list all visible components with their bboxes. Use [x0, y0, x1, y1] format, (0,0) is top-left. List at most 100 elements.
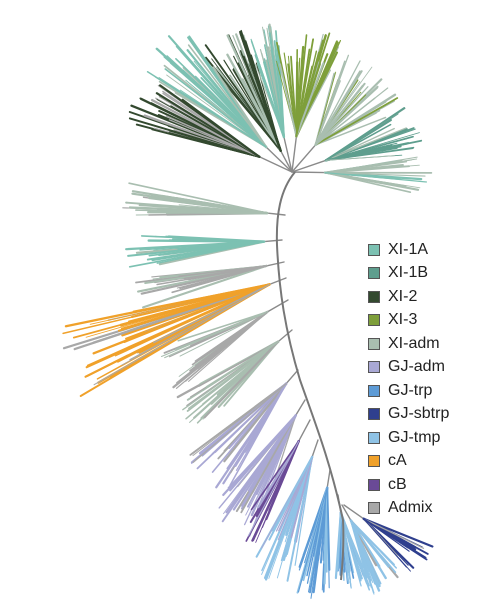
- tree-branch: [151, 98, 261, 158]
- tree-branch: [247, 440, 300, 537]
- tree-branch: [324, 107, 406, 162]
- tree-branch: [279, 63, 298, 138]
- legend-swatch: [368, 243, 380, 256]
- legend-swatch: [368, 431, 380, 444]
- tree-branches: [62, 23, 434, 599]
- legend-label: GJ-trp: [388, 381, 433, 399]
- tree-branch: [242, 55, 282, 152]
- tree-branch: [280, 150, 293, 173]
- legend: XI-1A XI-1B XI-2 XI-3 XI-adm GJ-adm GJ-trp GJ-s…: [368, 238, 480, 520]
- legend-item-gj-trp: GJ-trp: [368, 379, 480, 403]
- tree-branch: [315, 80, 361, 146]
- tree-branch: [95, 283, 271, 364]
- tree-branch: [323, 171, 420, 191]
- tree-branch: [214, 382, 288, 454]
- legend-swatch: [368, 408, 380, 421]
- tree-branch: [229, 382, 287, 487]
- tree-branch: [263, 239, 283, 243]
- tree-branch: [311, 439, 319, 458]
- legend-label: XI-2: [388, 287, 418, 305]
- tree-branch: [241, 78, 282, 152]
- tree-branch: [325, 155, 395, 161]
- tree-branch: [291, 159, 327, 173]
- tree-branch: [234, 382, 288, 467]
- legend-item-gj-sbtrp: GJ-sbtrp: [368, 403, 480, 427]
- legend-swatch: [368, 455, 380, 468]
- tree-branch: [229, 74, 282, 152]
- tree-branch: [324, 172, 426, 177]
- legend-swatch: [368, 361, 380, 374]
- tree-branch: [350, 519, 377, 583]
- tree-branch: [156, 240, 265, 264]
- tree-branch: [350, 519, 381, 568]
- tree-branch: [232, 414, 297, 511]
- tree-branch: [268, 277, 287, 286]
- tree-branch: [205, 340, 280, 388]
- tree-branch: [159, 84, 261, 158]
- tree-branch: [336, 511, 342, 571]
- tree-branch: [314, 116, 387, 146]
- tree-branch: [135, 209, 268, 214]
- tree-branch: [285, 369, 299, 385]
- legend-swatch: [368, 337, 380, 350]
- tree-branch: [363, 518, 408, 568]
- tree-branch: [315, 74, 341, 146]
- legend-swatch: [368, 384, 380, 397]
- tree-branch: [326, 487, 330, 589]
- tree-branch: [212, 66, 268, 149]
- legend-swatch: [368, 290, 380, 303]
- legend-label: XI-adm: [388, 334, 440, 352]
- legend-swatch: [368, 502, 380, 515]
- tree-branch: [117, 283, 271, 332]
- tree-branch: [326, 469, 331, 489]
- legend-label: GJ-tmp: [388, 428, 441, 446]
- tree-branch: [295, 399, 306, 417]
- tree-branch: [158, 77, 267, 148]
- tree-branch: [294, 456, 313, 566]
- tree-branch: [266, 212, 286, 216]
- tree-branch: [314, 70, 363, 146]
- tree-branch: [277, 456, 313, 541]
- tree-branch: [240, 414, 297, 514]
- tree-branch: [223, 414, 297, 515]
- tree-branch: [203, 340, 280, 419]
- legend-item-cb: cB: [368, 473, 480, 497]
- tree-branch: [265, 261, 285, 267]
- tree-branch: [265, 146, 293, 173]
- legend-item-xi-1a: XI-1A: [368, 238, 480, 262]
- legend-item-xi-adm: XI-adm: [368, 332, 480, 356]
- legend-swatch: [368, 478, 380, 491]
- tree-branch: [295, 34, 308, 138]
- tree-branch: [166, 55, 267, 148]
- tree-branch: [222, 414, 297, 497]
- tree-branch: [185, 311, 268, 382]
- tree-branch: [268, 456, 313, 579]
- tree-branch: [131, 190, 269, 215]
- tree-branch: [252, 440, 300, 542]
- tree-branch: [64, 283, 271, 328]
- tree-branch: [324, 171, 428, 183]
- tree-branch: [266, 299, 289, 313]
- tree-branch: [183, 265, 268, 280]
- tree-branch: [315, 86, 369, 146]
- tree-branch: [178, 204, 268, 214]
- tree-branch: [363, 518, 425, 549]
- tree-branch: [188, 341, 279, 409]
- tree-branch: [295, 50, 318, 138]
- legend-label: GJ-sbtrp: [388, 405, 450, 423]
- tree-branch: [223, 382, 288, 463]
- tree-branch: [128, 117, 261, 158]
- tree-branch: [314, 97, 399, 146]
- tree-branch: [125, 240, 266, 251]
- tree-branch: [277, 329, 293, 343]
- legend-label: cA: [388, 452, 407, 470]
- tree-backbone: [275, 171, 345, 581]
- tree-branch: [315, 71, 337, 146]
- tree-branch: [153, 283, 270, 344]
- tree-branch: [323, 163, 404, 174]
- tree-branch: [290, 456, 314, 539]
- tree-branch: [350, 519, 397, 574]
- tree-branch: [295, 39, 342, 137]
- tree-branch: [226, 34, 282, 152]
- tree-branch: [314, 487, 328, 569]
